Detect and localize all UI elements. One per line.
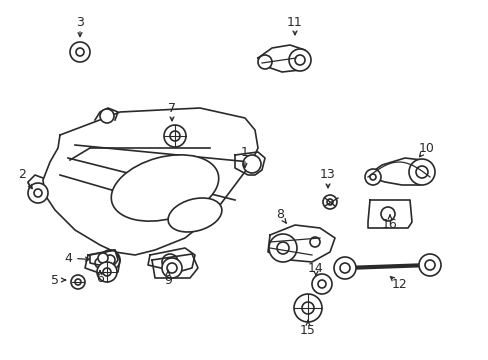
Circle shape: [258, 55, 271, 69]
Ellipse shape: [168, 198, 222, 232]
Circle shape: [98, 253, 108, 263]
Circle shape: [418, 254, 440, 276]
Circle shape: [380, 207, 394, 221]
Text: 3: 3: [76, 15, 84, 28]
Circle shape: [408, 159, 434, 185]
Circle shape: [163, 125, 185, 147]
Circle shape: [100, 250, 120, 270]
Text: 5: 5: [51, 274, 59, 287]
Polygon shape: [43, 108, 258, 255]
Polygon shape: [90, 250, 118, 268]
Polygon shape: [85, 250, 120, 275]
Text: 16: 16: [381, 219, 397, 231]
Text: 12: 12: [391, 279, 407, 292]
Circle shape: [28, 183, 48, 203]
Circle shape: [34, 189, 42, 197]
Text: 10: 10: [418, 141, 434, 154]
Circle shape: [317, 280, 325, 288]
Polygon shape: [258, 45, 307, 72]
Text: 11: 11: [286, 15, 302, 28]
Polygon shape: [152, 254, 198, 278]
Text: 1: 1: [241, 145, 248, 158]
Circle shape: [364, 169, 380, 185]
Circle shape: [309, 237, 319, 247]
Circle shape: [95, 258, 105, 268]
Circle shape: [97, 262, 117, 282]
Circle shape: [162, 254, 178, 270]
Circle shape: [103, 268, 111, 276]
Circle shape: [105, 255, 115, 265]
Text: 6: 6: [96, 271, 104, 284]
Circle shape: [71, 275, 85, 289]
Text: 13: 13: [320, 168, 335, 181]
Polygon shape: [367, 200, 411, 228]
Circle shape: [293, 294, 321, 322]
Ellipse shape: [111, 155, 218, 221]
Circle shape: [302, 302, 313, 314]
Circle shape: [170, 131, 180, 141]
Polygon shape: [148, 248, 195, 272]
Circle shape: [333, 257, 355, 279]
Text: 4: 4: [64, 252, 72, 265]
Circle shape: [288, 49, 310, 71]
Text: 2: 2: [18, 168, 26, 181]
Polygon shape: [235, 152, 264, 175]
Text: 14: 14: [307, 261, 323, 274]
Polygon shape: [367, 158, 431, 185]
Polygon shape: [267, 225, 334, 262]
Text: 9: 9: [164, 274, 172, 287]
Circle shape: [70, 42, 90, 62]
Circle shape: [162, 258, 182, 278]
Text: 8: 8: [275, 208, 284, 221]
Text: 7: 7: [168, 102, 176, 114]
Circle shape: [268, 234, 296, 262]
Circle shape: [323, 195, 336, 209]
Circle shape: [311, 274, 331, 294]
Circle shape: [243, 155, 261, 173]
Circle shape: [100, 109, 114, 123]
Circle shape: [76, 48, 84, 56]
Text: 15: 15: [300, 324, 315, 337]
